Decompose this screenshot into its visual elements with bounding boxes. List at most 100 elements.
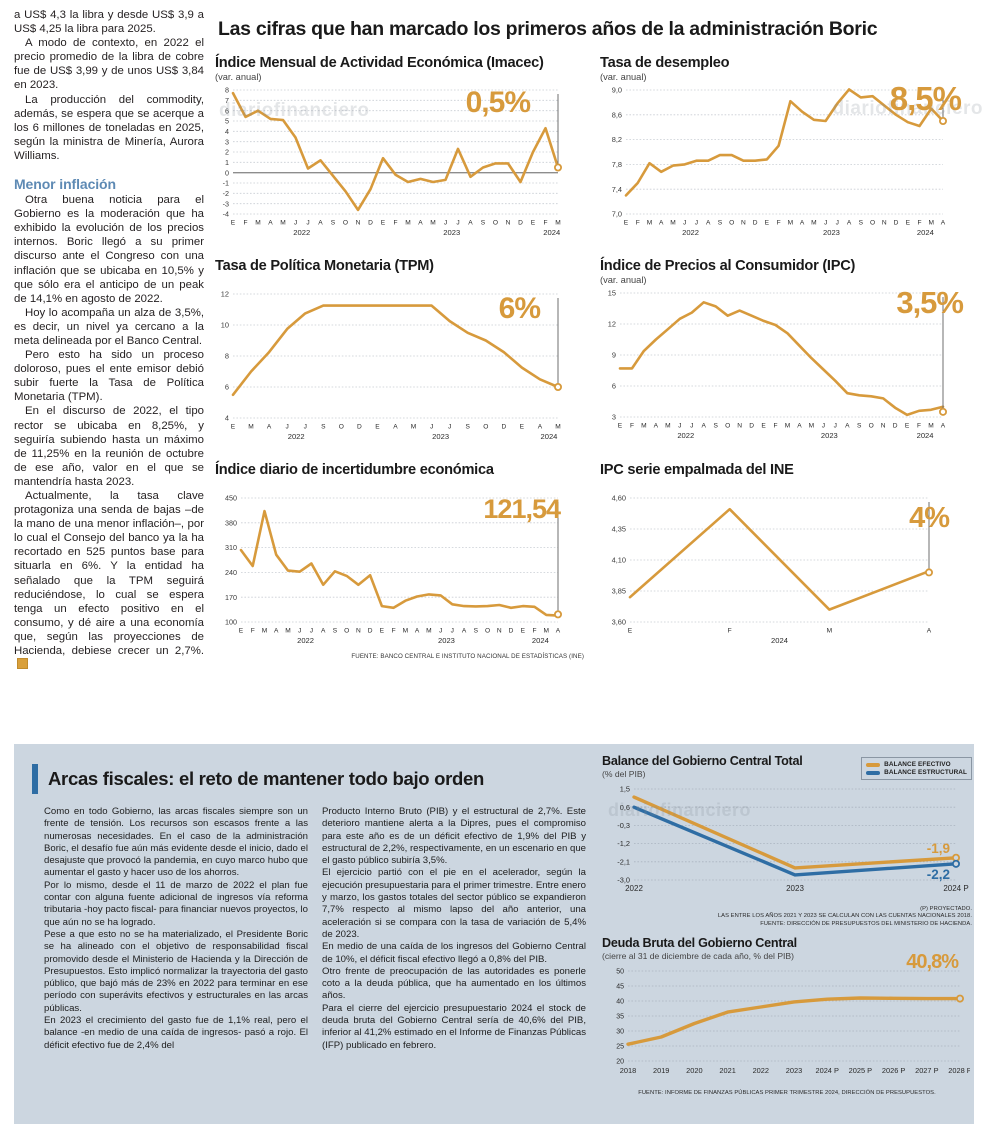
svg-text:O: O [725, 423, 730, 430]
svg-text:A: A [847, 220, 852, 227]
svg-text:M: M [665, 423, 671, 430]
svg-text:S: S [481, 220, 486, 227]
svg-text:D: D [501, 424, 506, 431]
svg-text:M: M [405, 220, 411, 227]
svg-text:A: A [941, 423, 946, 430]
svg-text:A: A [393, 424, 398, 431]
svg-text:A: A [318, 220, 323, 227]
svg-text:J: J [834, 423, 837, 430]
svg-text:4,10: 4,10 [612, 556, 626, 565]
fiscal-paragraph: Pese a que esto no se ha materializado, … [44, 928, 308, 1014]
svg-text:2028 P: 2028 P [948, 1066, 970, 1075]
chart-svg: 4,60 4,35 4,10 3,85 3,60E F M A 2024 [612, 494, 933, 645]
footnote-line: FUENTE: DIRECCIÓN DE PRESUPUESTOS DEL MI… [760, 920, 972, 927]
svg-text:A: A [706, 220, 711, 227]
svg-text:M: M [670, 220, 676, 227]
svg-text:-3: -3 [223, 199, 229, 208]
svg-text:E: E [380, 628, 385, 635]
svg-text:D: D [749, 423, 754, 430]
fiscal-columns: Como en todo Gobierno, las arcas fiscale… [28, 806, 588, 1052]
article-paragraph: Hoy lo acompaña un alza de 3,5%, es deci… [14, 306, 204, 347]
svg-text:E: E [375, 424, 380, 431]
svg-text:E: E [905, 423, 910, 430]
charts-grid: Índice Mensual de Actividad Económica (I… [215, 55, 983, 660]
svg-text:O: O [344, 628, 349, 635]
chart-canvas-imacec: diariofinanciero 8 7 6 5 4 3 2 1 0 -1 -2 -3 -4 E F M A M J… [215, 84, 584, 244]
svg-text:J: J [439, 628, 442, 635]
svg-text:F: F [728, 628, 732, 635]
svg-text:N: N [356, 628, 361, 635]
svg-text:A: A [268, 220, 273, 227]
svg-text:E: E [231, 424, 236, 431]
svg-text:E: E [231, 220, 236, 227]
fiscal-title-row: Arcas fiscales: el reto de mantener todo… [32, 764, 588, 794]
svg-text:D: D [753, 220, 758, 227]
svg-text:F: F [918, 220, 922, 227]
svg-text:20: 20 [616, 1059, 624, 1066]
svg-text:-1,2: -1,2 [617, 839, 630, 848]
article-subheading: Menor inflación [14, 176, 116, 193]
svg-text:2022: 2022 [293, 228, 310, 237]
chart-svg: 9,08,68,27,87,47,0E F M A M J J A S O N D E F M A M J J A S O… [612, 86, 947, 237]
svg-text:J: J [683, 220, 686, 227]
legend-swatch-icon [866, 762, 881, 767]
chart-callout: 0,5% [465, 86, 531, 119]
svg-text:4,60: 4,60 [612, 494, 626, 503]
chart-footnote: (P) PROYECTADO. LAS ENTRE LOS AÑOS 2021 … [602, 906, 972, 928]
chart-subtitle: (var. anual) [600, 72, 647, 82]
end-mark-icon [17, 658, 28, 670]
chart-canvas-ipc-empalmada: 4,60 4,35 4,10 3,85 3,60 E F M A 2024 4% [600, 492, 977, 652]
svg-text:A: A [321, 628, 326, 635]
svg-text:2023: 2023 [438, 636, 455, 645]
svg-text:M: M [811, 220, 817, 227]
svg-text:-2: -2 [223, 189, 229, 198]
svg-text:2024 P: 2024 P [815, 1066, 838, 1075]
svg-text:2023: 2023 [432, 432, 449, 441]
chart-card-tpm: Tasa de Política Monetaria (TPM) 12 10 8 6 4… [215, 258, 596, 448]
chart-legend: BALANCE EFECTIVO BALANCE ESTRUCTURAL [861, 757, 972, 780]
svg-text:O: O [339, 424, 344, 431]
svg-text:310: 310 [225, 543, 237, 552]
svg-text:E: E [628, 628, 633, 635]
svg-text:J: J [430, 424, 433, 431]
chart-title: IPC serie empalmada del INE [600, 462, 794, 478]
svg-text:D: D [518, 220, 523, 227]
svg-text:J: J [824, 220, 827, 227]
chart-card-ipc: Índice de Precios al Consumidor (IPC) (v… [596, 258, 977, 448]
chart-subtitle: (% del PIB) [602, 769, 646, 779]
svg-text:A: A [941, 220, 946, 227]
svg-text:3: 3 [225, 137, 229, 146]
legend-label: BALANCE EFECTIVO [884, 761, 951, 768]
footnote-line: (P) PROYECTADO. [920, 906, 972, 912]
svg-text:-2,1: -2,1 [617, 857, 630, 866]
svg-text:7,4: 7,4 [612, 185, 622, 194]
article-paragraph: Otra buena noticia para el Gobierno es l… [14, 194, 204, 305]
svg-text:O: O [869, 423, 874, 430]
svg-text:D: D [357, 424, 362, 431]
svg-text:3,85: 3,85 [612, 587, 626, 596]
fiscal-charts: Balance del Gobierno Central Total (% de… [602, 748, 972, 1098]
svg-text:4: 4 [225, 127, 229, 136]
legend-label: BALANCE ESTRUCTURAL [884, 769, 967, 776]
chart-callout: 121,54 [483, 494, 561, 524]
footnote-line: LAS ENTRE LOS AÑOS 2021 Y 2023 SE CALCUL… [717, 913, 972, 920]
svg-text:M: M [827, 628, 833, 635]
svg-text:35: 35 [616, 1014, 624, 1021]
svg-text:2024: 2024 [917, 431, 934, 440]
svg-text:E: E [906, 220, 911, 227]
svg-text:S: S [714, 423, 719, 430]
svg-text:M: M [785, 423, 791, 430]
svg-text:A: A [654, 423, 659, 430]
svg-text:2025 P: 2025 P [849, 1066, 872, 1075]
svg-text:2020: 2020 [686, 1066, 702, 1075]
chart-card-balance: Balance del Gobierno Central Total (% de… [602, 754, 972, 928]
page-title: Las cifras que han marcado los primeros … [218, 18, 878, 40]
svg-text:15: 15 [608, 289, 616, 298]
svg-text:J: J [298, 628, 301, 635]
svg-text:2024: 2024 [532, 636, 549, 645]
svg-text:J: J [695, 220, 698, 227]
svg-text:E: E [761, 423, 766, 430]
chart-callout: 8,5% [889, 80, 962, 117]
